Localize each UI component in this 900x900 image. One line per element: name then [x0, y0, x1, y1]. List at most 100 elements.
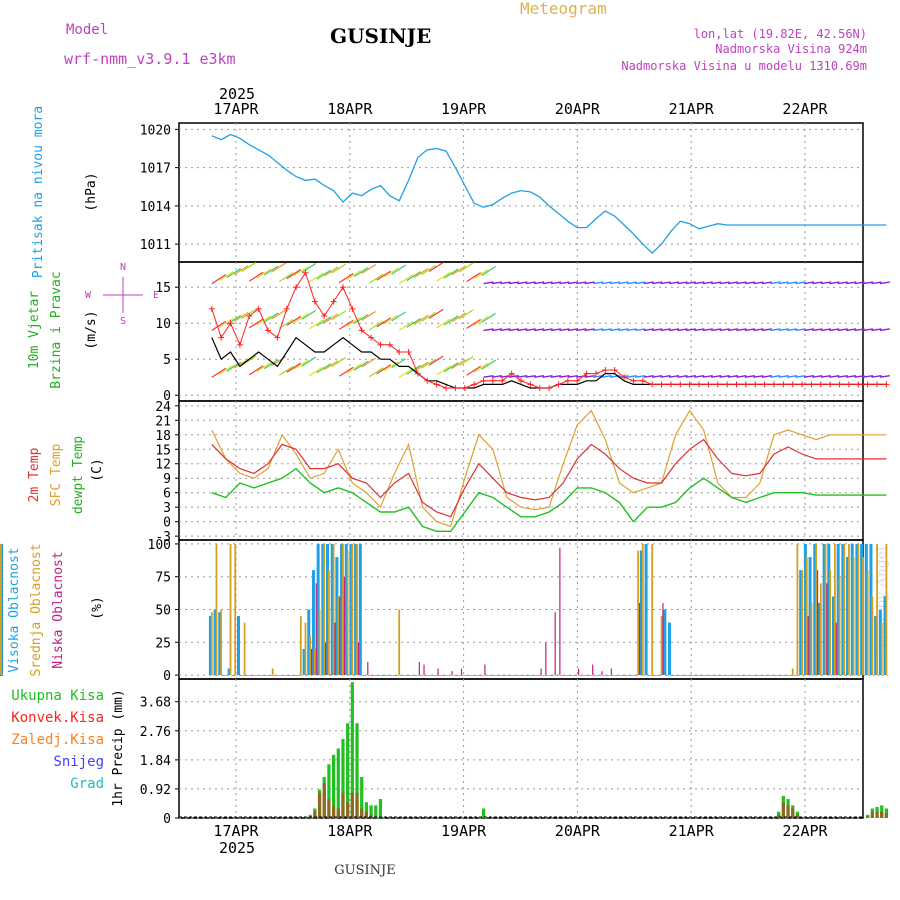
- cloud-bar-mid: [871, 596, 874, 676]
- cloud-bar-high: [883, 596, 887, 676]
- cloud-bar-low: [395, 675, 397, 676]
- wind-arrow: [481, 359, 496, 370]
- wind-arrow: [436, 271, 451, 282]
- wind-arrow: [466, 365, 481, 376]
- cloud-bar-mid: [548, 675, 551, 676]
- cloud-bar-low: [357, 642, 360, 676]
- cloud-bar-mid: [421, 675, 424, 676]
- cloud-bar-high: [611, 675, 615, 676]
- precip-bar-convective: [795, 814, 800, 818]
- cloud-bar-mid: [838, 576, 841, 676]
- cloud-bar-low: [667, 675, 669, 676]
- cloud-bar-low: [418, 661, 420, 676]
- cloud-bar-high: [771, 675, 775, 676]
- wind-arrow: [218, 364, 234, 375]
- cloud-bar-high: [354, 543, 358, 676]
- cloud-bar-mid: [819, 583, 822, 676]
- cloud-bar-low: [634, 675, 636, 676]
- cloud-bar-low: [343, 576, 345, 676]
- cloud-bar-high: [635, 675, 639, 676]
- cloud-bar-mid: [510, 675, 513, 676]
- precip-bar-convective: [317, 792, 322, 818]
- cloud-bar-low: [840, 675, 842, 676]
- wind-arrow: [383, 267, 399, 278]
- wind-arrow: [436, 318, 451, 329]
- wind-arrow: [458, 309, 474, 320]
- wind-arrow: [559, 328, 570, 332]
- wind-arrow: [398, 367, 414, 378]
- wind-arrow: [398, 274, 414, 285]
- wind-arrow: [500, 281, 511, 285]
- wind-arrow: [376, 270, 392, 281]
- wind-arrow: [286, 315, 302, 326]
- wind-arrow: [660, 328, 671, 332]
- cloud-bar-high: [265, 675, 269, 676]
- wind-arrow: [626, 328, 637, 332]
- cloud-bar-mid: [829, 570, 832, 676]
- cloud-bar-high: [532, 675, 536, 676]
- wind-arrow: [803, 328, 815, 332]
- wind-arrow: [862, 328, 874, 332]
- cloud-bar-high: [297, 675, 301, 676]
- cloud-bar-mid: [393, 675, 396, 676]
- wind-arrow: [854, 375, 865, 378]
- wind-arrow: [803, 281, 815, 285]
- cloud-bar-low: [432, 675, 434, 676]
- cloud-bar-high: [302, 648, 306, 676]
- cloud-bar-low: [826, 583, 828, 676]
- y-tick-label: 3: [163, 501, 171, 516]
- wind-arrow: [770, 328, 781, 332]
- cloud-bar-low: [0, 675, 2, 676]
- cloud-bar-mid: [248, 675, 251, 676]
- cloud-bar-low: [282, 675, 285, 676]
- cloud-bar-high: [433, 675, 437, 676]
- cloud-bar-high: [874, 616, 878, 676]
- cloud-bar-high: [653, 675, 657, 676]
- cloud-bar-low: [517, 675, 519, 676]
- wind-arrow: [353, 313, 369, 324]
- cloud-bar-mid: [318, 609, 321, 676]
- cloud-bar-low: [479, 675, 481, 676]
- cloud-bar-high: [855, 543, 859, 676]
- wind-arrow: [466, 272, 481, 283]
- cloud-bar-low: [273, 675, 275, 676]
- wind-arrow: [483, 281, 494, 285]
- cloud-bar-low: [685, 675, 687, 676]
- cloud-bar-mid: [604, 675, 607, 676]
- x-bottom-tick-label: 18APR: [327, 822, 373, 840]
- cloud-bar-high: [232, 675, 236, 676]
- wind-arrow: [609, 328, 621, 332]
- precip-bar-total: [374, 805, 378, 818]
- cloud-bar-high: [279, 675, 283, 676]
- cloud-bar-high: [686, 675, 690, 676]
- cloud-bar-low: [545, 642, 547, 676]
- cloud-bar-high: [246, 675, 250, 676]
- cloud-bar-mid: [866, 570, 869, 676]
- cloud-bar-mid: [477, 675, 480, 676]
- cloud-bar-mid: [309, 635, 312, 676]
- wind-arrow: [694, 328, 705, 332]
- cloud-bar-mid: [402, 675, 405, 676]
- cloud-bar-mid: [351, 543, 354, 676]
- precip-bar-total: [364, 802, 368, 818]
- cloud-bar-low: [531, 675, 533, 676]
- wind-arrow: [451, 359, 466, 370]
- cloud-bar-mid: [328, 570, 330, 676]
- cloud-bar-mid: [674, 675, 677, 676]
- wind-arrow: [643, 281, 654, 285]
- wind-arrow: [635, 281, 646, 285]
- precip-bar-convective: [369, 814, 373, 818]
- wind-arrow: [428, 262, 444, 273]
- cloud-bar-mid: [632, 675, 635, 676]
- cloud-bar-mid: [791, 668, 794, 676]
- wind-arrow: [233, 358, 249, 369]
- cloud-bar-high: [719, 675, 723, 676]
- wind-arrow: [421, 265, 437, 276]
- cloud-bar-mid: [229, 543, 232, 676]
- cloud-bar-mid: [459, 675, 461, 676]
- wind-arrow: [846, 375, 857, 378]
- wind-arrow: [508, 328, 519, 332]
- cloud-bar-low: [704, 675, 706, 676]
- wind-arrow: [316, 363, 332, 374]
- cloud-bar-high: [583, 675, 587, 676]
